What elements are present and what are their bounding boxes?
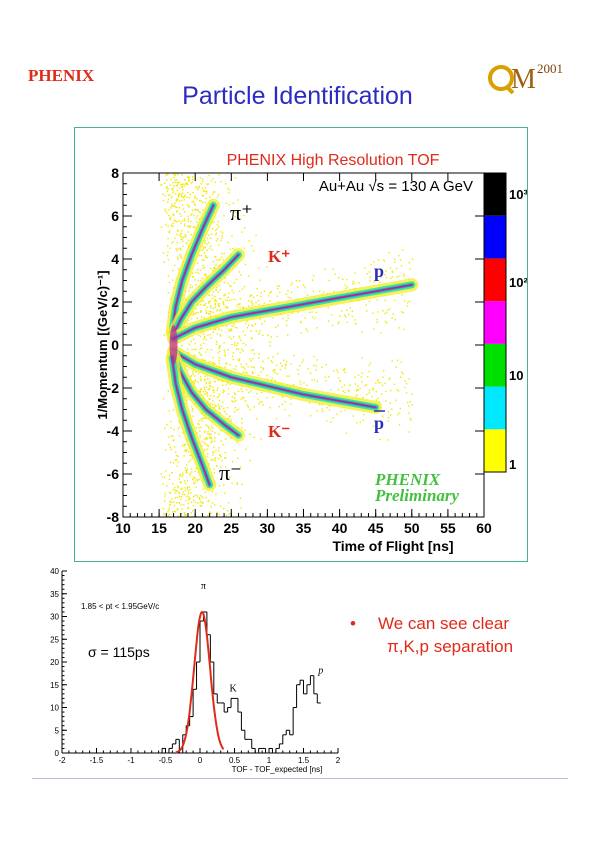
qm-year: 2001 <box>537 61 563 76</box>
peak-label: p <box>317 665 323 676</box>
tof-y-tick-label: -4 <box>107 423 120 439</box>
res-y-tick-label: 25 <box>50 635 59 644</box>
tof-x-tick-label: 60 <box>476 520 492 536</box>
band-proton <box>167 278 419 346</box>
footer-divider <box>32 778 568 779</box>
res-x-tick-label: 1 <box>267 756 272 765</box>
res-x-tick-label: -1 <box>127 756 135 765</box>
sigma-annotation: σ = 115ps <box>88 644 150 660</box>
res-y-tick-label: 5 <box>55 726 60 735</box>
qm-letter-m: M <box>511 64 536 95</box>
label-k-plus: K⁺ <box>268 247 290 266</box>
gaussian-fit-curve <box>175 610 225 754</box>
tof-chart-subtitle: Au+Au √s = 130 A GeV <box>319 178 473 195</box>
res-x-tick-label: 2 <box>336 756 341 765</box>
tof-x-tick-label: 35 <box>296 520 312 536</box>
band-pi-plus <box>165 198 220 339</box>
tof-x-tick-label: 25 <box>224 520 240 536</box>
res-y-tick-label: 10 <box>50 704 59 713</box>
res-y-tick-label: 30 <box>50 613 59 622</box>
tof-x-tick-label: 20 <box>187 520 203 536</box>
label-proton: p <box>374 261 384 281</box>
tof-chart-title: PHENIX High Resolution TOF <box>227 152 440 169</box>
label-pi-plus: π⁺ <box>230 200 253 225</box>
tof-colorbar: 1 10 10² 10³ <box>483 172 527 473</box>
label-antiproton: p <box>374 413 384 433</box>
tof-y-axis-label: 1/Momentum [(GeV/c)⁻¹] <box>95 270 110 419</box>
res-x-tick-label: -0.5 <box>159 756 173 765</box>
band-antiproton <box>167 345 383 414</box>
pt-range-annotation: 1.85 < pt < 1.95GeV/c <box>81 602 159 611</box>
peak-label: K <box>230 684 238 695</box>
peak-label: π <box>201 581 206 592</box>
res-x-axis-label: TOF - TOF_expected [ns] <box>232 765 323 774</box>
origin-core <box>169 325 178 365</box>
phenix-logo-text: PHENIX <box>28 66 95 85</box>
res-x-tick-label: -1.5 <box>90 756 104 765</box>
tof-scatter-chart: 10 15 20 25 30 35 40 45 50 55 60 -8 -6 -4 -2 0 2 4 6 8 PHEN… <box>95 152 527 554</box>
tof-x-tick-label: 45 <box>368 520 384 536</box>
tof-x-tick-label: 15 <box>151 520 167 536</box>
colorbar-segment <box>484 429 506 472</box>
phenix-logo: PHENIX <box>28 66 94 86</box>
label-pi-minus: π⁻ <box>219 460 242 485</box>
label-k-minus: K⁻ <box>268 422 290 441</box>
res-x-tick-label: 0.5 <box>229 756 241 765</box>
bullet-line1: We can see clear <box>378 614 510 633</box>
tof-y-tick-label: -8 <box>107 509 120 525</box>
tof-x-tick-label: 10 <box>115 520 131 536</box>
res-y-tick-label: 20 <box>50 658 59 667</box>
colorbar-tick-label: 10 <box>509 368 523 383</box>
preliminary-stamp-line2: Preliminary <box>374 486 460 505</box>
bullet-dot: • <box>350 614 356 633</box>
tof-y-tick-label: -2 <box>107 380 120 396</box>
colorbar-segment <box>484 173 506 216</box>
res-y-tick-label: 0 <box>55 749 60 758</box>
colorbar-tick-label: 10² <box>509 275 527 290</box>
tof-x-tick-label: 30 <box>260 520 276 536</box>
colorbar-segment <box>484 215 506 259</box>
tof-y-tick-label: 6 <box>111 208 119 224</box>
tof-x-tick-label: 50 <box>404 520 420 536</box>
qm2001-logo-graphic: M 2001 <box>488 61 563 95</box>
colorbar-tick-label: 10³ <box>509 187 527 202</box>
res-y-tick-label: 35 <box>50 590 59 599</box>
tof-y-tick-label: -6 <box>107 466 120 482</box>
colorbar-segment <box>484 386 506 430</box>
res-x-tick-label: -2 <box>58 756 66 765</box>
tof-x-axis-label: Time of Flight [ns] <box>332 538 453 554</box>
qm2001-logo: M 2001 <box>486 56 568 105</box>
colorbar-frame <box>483 172 507 473</box>
tof-y-tick-label: 2 <box>111 294 119 310</box>
page-title: Particle Identification <box>182 82 413 110</box>
tof-figure-panel: 10 15 20 25 30 35 40 45 50 55 60 -8 -6 -4 -2 0 2 4 6 8 PHEN… <box>74 127 528 562</box>
res-y-tick-label: 40 <box>50 567 59 576</box>
colorbar-segment <box>484 258 506 302</box>
colorbar-tick-label: 1 <box>509 457 516 472</box>
res-x-tick-label: 0 <box>198 756 203 765</box>
tof-y-tick-label: 0 <box>111 337 119 353</box>
colorbar-segment <box>484 343 506 387</box>
band-pi-minus <box>165 351 217 492</box>
tof-y-tick-label: 8 <box>111 165 119 181</box>
band-k-plus <box>167 248 245 341</box>
bullet-line2: π,K,p separation <box>387 637 514 656</box>
res-y-tick-label: 15 <box>50 681 59 690</box>
colorbar-segment <box>484 301 506 344</box>
tof-x-tick-label: 55 <box>440 520 456 536</box>
tof-x-tick-label: 40 <box>332 520 348 536</box>
tof-y-tick-label: 4 <box>111 251 119 267</box>
res-x-tick-label: 1.5 <box>298 756 310 765</box>
preliminary-stamp-line1: PHENIX <box>374 470 441 489</box>
